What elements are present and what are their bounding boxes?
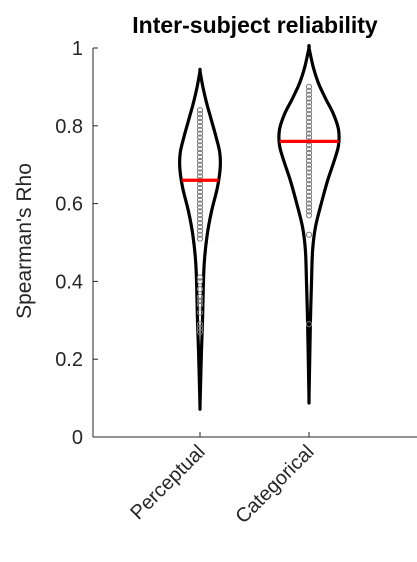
data-point [305, 208, 313, 215]
y-axis-label: Spearman's Rho [13, 163, 36, 319]
data-point [305, 153, 313, 161]
y-tick-label: 0.6 [55, 194, 83, 216]
data-point [305, 111, 313, 118]
data-point [196, 278, 204, 285]
violin-group [177, 43, 341, 411]
data-point [196, 138, 204, 145]
data-point [196, 122, 204, 129]
violin-outline-perceptual [177, 67, 223, 411]
data-point [196, 324, 204, 332]
data-point [305, 103, 313, 110]
data-point [196, 219, 204, 227]
data-point [305, 149, 313, 157]
chart-title: Inter-subject reliability [132, 12, 378, 38]
data-point [305, 192, 313, 199]
data-point [196, 192, 204, 199]
data-point [196, 297, 204, 304]
data-point [305, 200, 313, 207]
data-point [196, 208, 204, 215]
data-point [196, 161, 204, 168]
data-point [196, 107, 204, 114]
x-axis: Perceptual Categorical [93, 432, 417, 528]
data-point [196, 309, 204, 316]
data-point [196, 169, 204, 176]
data-point [305, 169, 313, 176]
data-point [305, 188, 313, 196]
data-point [305, 146, 313, 153]
data-point [305, 157, 313, 164]
data-point [305, 177, 313, 184]
data-point [196, 134, 204, 141]
y-tick-label: 1 [72, 38, 83, 60]
data-point [305, 99, 313, 106]
data-point [196, 235, 204, 242]
data-point [196, 130, 204, 137]
x-tick-label: Perceptual [126, 441, 209, 524]
data-point [305, 114, 313, 122]
data-point [305, 122, 313, 129]
data-point [196, 301, 204, 308]
data-point [196, 153, 204, 161]
data-point [196, 118, 204, 126]
data-point [196, 274, 204, 281]
data-point [305, 126, 313, 133]
data-point [196, 142, 204, 149]
y-tick-label: 0.4 [55, 271, 83, 293]
data-point [196, 231, 204, 238]
data-point [196, 149, 204, 157]
y-tick-label: 0 [72, 427, 83, 449]
data-point [196, 114, 204, 122]
data-point [196, 204, 204, 211]
data-point [305, 181, 313, 188]
data-point [196, 212, 204, 219]
data-point [305, 196, 313, 203]
data-point [196, 157, 204, 164]
data-point [305, 130, 313, 137]
data-point [305, 107, 313, 114]
y-tick-label: 0.8 [55, 116, 83, 138]
data-point [196, 227, 204, 234]
data-point [305, 212, 313, 219]
data-point [305, 95, 313, 102]
data-point [196, 216, 204, 223]
data-point [196, 286, 204, 293]
data-point [305, 204, 313, 211]
data-point [196, 111, 204, 118]
data-point [196, 188, 204, 196]
violin-outline-categorical [277, 43, 341, 405]
data-point [196, 184, 204, 192]
data-point [305, 173, 313, 180]
data-point [305, 161, 313, 168]
data-point [196, 165, 204, 172]
data-point [305, 184, 313, 192]
data-point [196, 321, 204, 328]
y-axis: 0 0.2 0.4 0.6 0.8 1 [55, 38, 98, 449]
data-point [196, 223, 204, 231]
data-point [305, 83, 313, 91]
data-point [196, 293, 204, 301]
data-point [196, 196, 204, 203]
data-point [305, 321, 313, 328]
data-point [196, 328, 204, 336]
data-point [305, 87, 313, 94]
data-point [305, 231, 313, 238]
data-point [196, 200, 204, 207]
data-point [305, 118, 313, 126]
data-point [196, 126, 204, 133]
data-point [305, 91, 313, 98]
data-point [305, 165, 313, 172]
y-tick-label: 0.2 [55, 349, 83, 371]
data-point [196, 146, 204, 153]
x-tick-label: Categorical [231, 441, 318, 528]
